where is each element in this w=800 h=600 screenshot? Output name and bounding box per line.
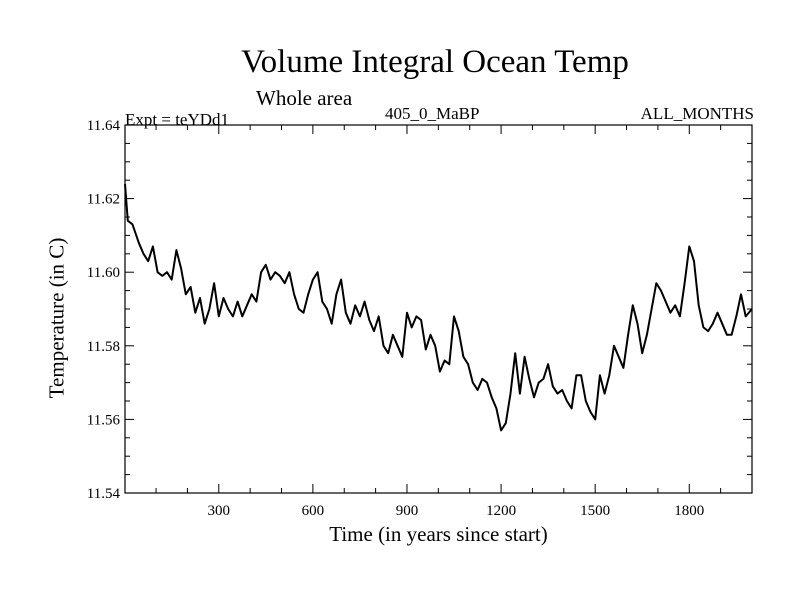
- x-tick-label: 1800: [674, 503, 704, 519]
- y-tick-label: 11.58: [87, 339, 120, 355]
- x-tick-label: 1200: [486, 503, 516, 519]
- months-label: ALL_MONTHS: [640, 104, 754, 123]
- y-tick-label: 11.54: [87, 486, 121, 502]
- axis-tick-labels: 300 600 900 1200 1500 1800 11.54 11.56 11.58 11.6…: [87, 118, 704, 519]
- plot-frame: [124, 124, 753, 494]
- x-tick-label: 300: [208, 503, 231, 519]
- x-tick-label: 900: [396, 503, 419, 519]
- chart-title: Volume Integral Ocean Temp: [241, 44, 629, 80]
- chart-subtitle: Whole area: [256, 86, 353, 110]
- period-label: 405_0_MaBP: [385, 104, 480, 123]
- temperature-series-line: [124, 183, 753, 432]
- x-tick-label: 600: [302, 503, 325, 519]
- x-tick-label: 1500: [580, 503, 610, 519]
- y-tick-label: 11.62: [87, 192, 120, 208]
- axis-ticks: [125, 124, 752, 494]
- y-tick-label: 11.64: [87, 118, 121, 134]
- y-tick-label: 11.60: [87, 265, 120, 281]
- x-axis-label: Time (in years since start): [329, 522, 548, 546]
- experiment-label: Expt = teYDd1: [125, 110, 230, 129]
- y-tick-label: 11.56: [87, 412, 121, 428]
